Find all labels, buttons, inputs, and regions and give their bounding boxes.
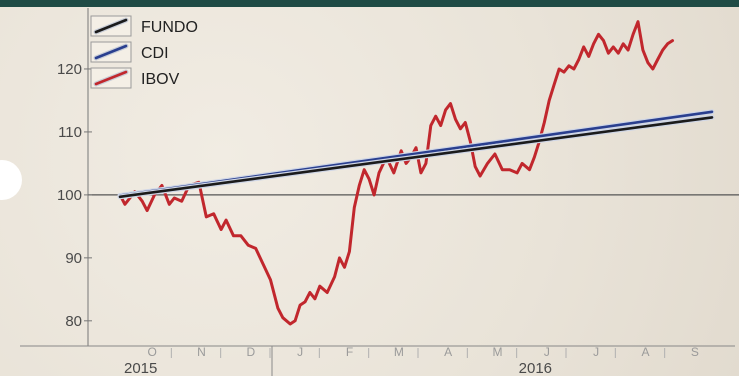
top-banner-strip [0, 0, 739, 7]
x-tick-label-month: M [394, 345, 405, 359]
punch-hole [0, 160, 22, 200]
chart-series [117, 20, 715, 326]
legend-label-ibov: IBOV [141, 71, 180, 88]
x-tick-labels: O N D J F M A M J J A S 2015 2016 [124, 345, 700, 376]
x-tick-label-month: J [593, 345, 600, 359]
y-tick-label-80: 80 [65, 313, 82, 330]
series-line-fundo [118, 116, 714, 199]
chart-legend: FUNDO CDI IBOV [90, 15, 198, 89]
legend-label-cdi: CDI [141, 45, 169, 62]
y-tick-label-100: 100 [57, 187, 82, 204]
x-tick-label-month: S [691, 345, 700, 359]
y-tick-label-90: 90 [65, 250, 82, 267]
series-line-ibov [118, 20, 674, 326]
chart-axes [20, 8, 739, 347]
y-tick-label-120: 120 [57, 61, 82, 78]
x-tick-label-month: O [147, 345, 157, 359]
x-tick-label-month: J [544, 345, 551, 359]
x-tick-label-month: N [197, 345, 207, 359]
legend-swatch-ibov [94, 70, 128, 86]
x-tick-label-month: A [641, 345, 650, 359]
x-tick-label-month: D [246, 345, 256, 359]
x-tick-label-month: J [297, 345, 304, 359]
x-tick-label-month: A [444, 345, 453, 359]
y-tick-label-110: 110 [58, 124, 82, 141]
x-year-label-2016: 2016 [519, 360, 552, 376]
legend-swatch-fundo [94, 18, 128, 34]
x-year-label-2015: 2015 [124, 360, 157, 376]
y-tick-labels: 80 90 100 110 120 [57, 61, 92, 330]
x-tick-label-month: F [346, 345, 354, 359]
legend-swatch-cdi [94, 44, 128, 60]
x-tick-label-month: M [493, 345, 504, 359]
legend-label-fundo: FUNDO [141, 19, 198, 36]
